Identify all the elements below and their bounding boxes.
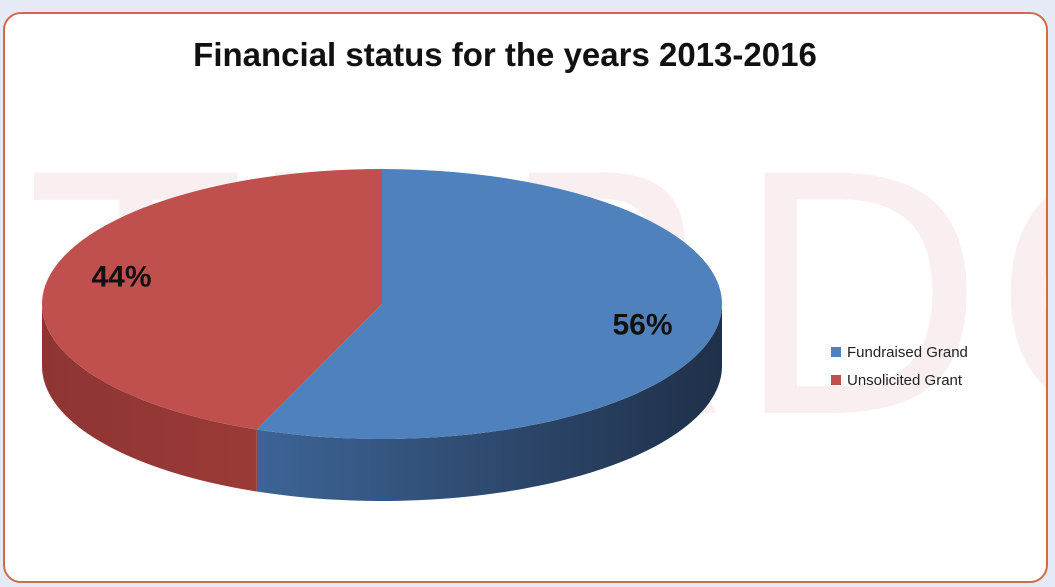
pie-slice-fundraised	[256, 169, 723, 439]
pie-depth-group	[42, 304, 722, 501]
legend-swatch-fundraised	[831, 347, 841, 357]
pie-label-group: 56% 44%	[91, 261, 672, 342]
pie-chart: 56% 44%	[41, 169, 723, 501]
chart-frame: THRDC Financial status for the years 201…	[3, 12, 1048, 583]
pie-top-group	[41, 169, 723, 439]
pie-slice-unsolicited	[41, 169, 382, 430]
legend-item-fundraised: Fundraised Grand	[831, 340, 968, 364]
pie-data-label-unsolicited: 44%	[91, 261, 151, 294]
legend-item-unsolicited: Unsolicited Grant	[831, 368, 968, 392]
legend-swatch-unsolicited	[831, 375, 841, 385]
chart-title: Financial status for the years 2013-2016	[193, 36, 817, 73]
pie-depth-fundraised	[256, 304, 722, 501]
legend-label-unsolicited: Unsolicited Grant	[847, 371, 963, 389]
pie-depth-unsolicited	[42, 304, 257, 492]
legend-label-fundraised: Fundraised Grand	[847, 343, 968, 361]
legend: Fundraised Grand Unsolicited Grant	[831, 340, 968, 396]
pie-data-label-fundraised: 56%	[612, 309, 672, 342]
